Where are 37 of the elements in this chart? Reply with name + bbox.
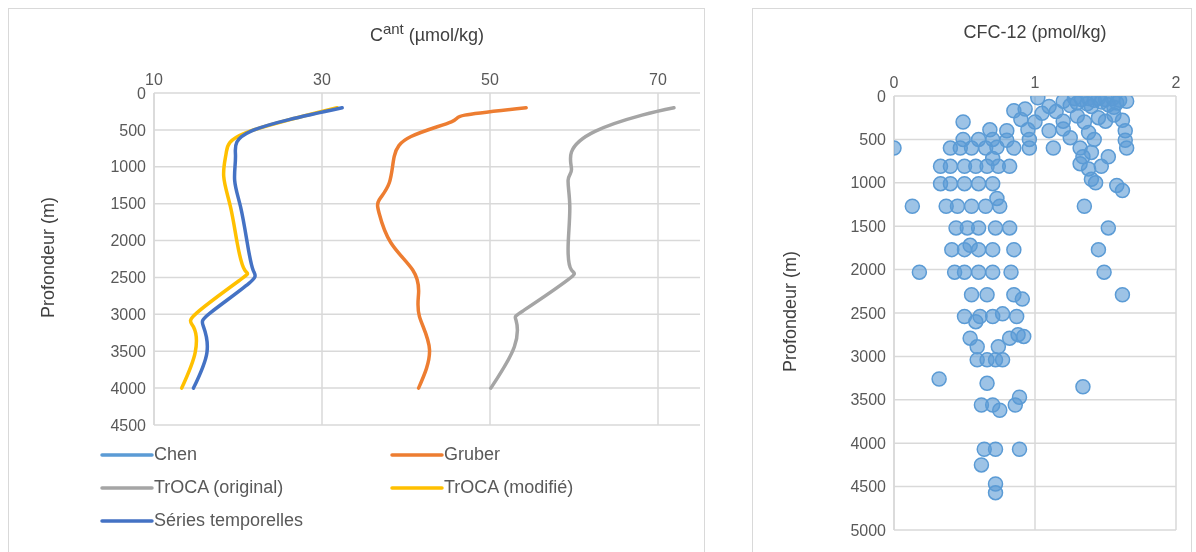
x-tick-label: 10	[145, 71, 163, 88]
legend-label: Séries temporelles	[154, 510, 304, 531]
y-tick-label: 5000	[850, 521, 887, 539]
y-tick-label: 4500	[110, 416, 147, 434]
x-axis-title: C$^{ant}$ (µmol/kg)	[368, 20, 486, 46]
y-tick-label: 2500	[850, 304, 887, 322]
y-tick-label: 0	[877, 87, 887, 105]
x-tick-label: 1	[1030, 74, 1040, 91]
y-tick-label: 1500	[850, 217, 887, 235]
y-tick-label: 1000	[850, 174, 887, 192]
y-tick-label: 3500	[850, 391, 887, 409]
y-tick-label: 2500	[110, 269, 147, 287]
x-tick-label: 2	[1171, 74, 1181, 91]
y-tick-label: 1000	[110, 158, 147, 176]
y-tick-label: 4000	[850, 434, 887, 452]
y-tick-label: 3500	[110, 342, 147, 360]
legend-label: TrOCA (original)	[154, 477, 284, 498]
y-tick-label: 500	[119, 121, 147, 139]
legend-label: Chen	[154, 444, 198, 465]
y-tick-label: 4000	[110, 379, 147, 397]
y-axis-title: Profondeur (m)	[37, 196, 59, 321]
y-tick-label: 3000	[850, 348, 887, 366]
y-axis-title: Profondeur (m)	[779, 250, 801, 375]
y-tick-label: 500	[859, 131, 887, 149]
y-tick-label: 3000	[110, 306, 147, 324]
x-tick-label: 0	[889, 74, 899, 91]
y-tick-label: 4500	[850, 478, 887, 496]
legend-label: Gruber	[444, 444, 501, 465]
x-axis-title: CFC-12 (pmol/kg)	[962, 22, 1108, 43]
x-tick-label: 70	[649, 71, 667, 88]
x-tick-label: 50	[481, 71, 499, 88]
legend-label: TrOCA (modifié)	[444, 477, 574, 498]
y-tick-label: 1500	[110, 195, 147, 213]
x-tick-label: 30	[313, 71, 331, 88]
line-series	[489, 106, 676, 390]
y-tick-label: 2000	[110, 232, 147, 250]
y-tick-label: 2000	[850, 261, 887, 279]
